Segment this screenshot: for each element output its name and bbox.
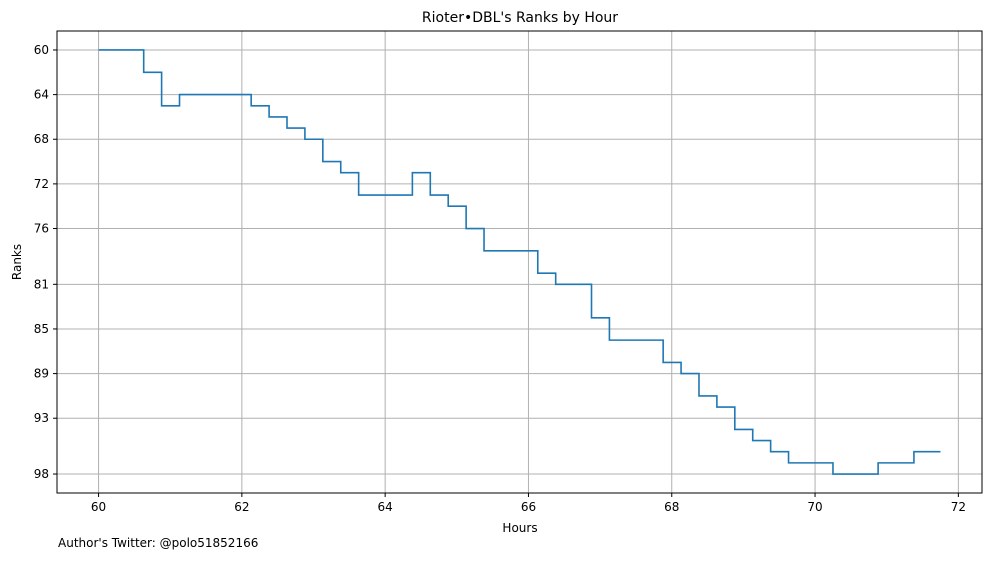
x-tick-label: 72 [951,500,966,514]
y-tick-label: 89 [34,367,49,381]
y-tick-label: 93 [34,411,49,425]
y-tick-label: 60 [34,43,49,57]
x-tick-label: 70 [807,500,822,514]
y-tick-label: 81 [34,277,49,291]
x-axis-label: Hours [502,521,537,535]
x-axis: 60 62 64 66 68 70 72 [91,493,966,514]
rank-step-line [98,49,941,475]
grid [57,31,982,493]
x-tick-label: 66 [521,500,536,514]
y-tick-label: 64 [34,88,49,102]
y-axis-label: Ranks [10,244,24,280]
series [98,49,941,475]
x-tick-label: 68 [664,500,679,514]
author-note: Author's Twitter: @polo51852166 [58,536,259,550]
y-tick-label: 85 [34,322,49,336]
y-tick-label: 68 [34,132,49,146]
plot-frame [56,30,983,494]
y-tick-label: 72 [34,177,49,191]
y-axis: 60 64 68 72 76 81 85 89 93 98 [34,43,57,481]
x-tick-label: 60 [91,500,106,514]
x-tick-label: 62 [234,500,249,514]
chart-title: Rioter•DBL's Ranks by Hour [422,10,618,26]
x-tick-label: 64 [378,500,393,514]
y-tick-label: 76 [34,222,49,236]
y-tick-label: 98 [34,467,49,481]
